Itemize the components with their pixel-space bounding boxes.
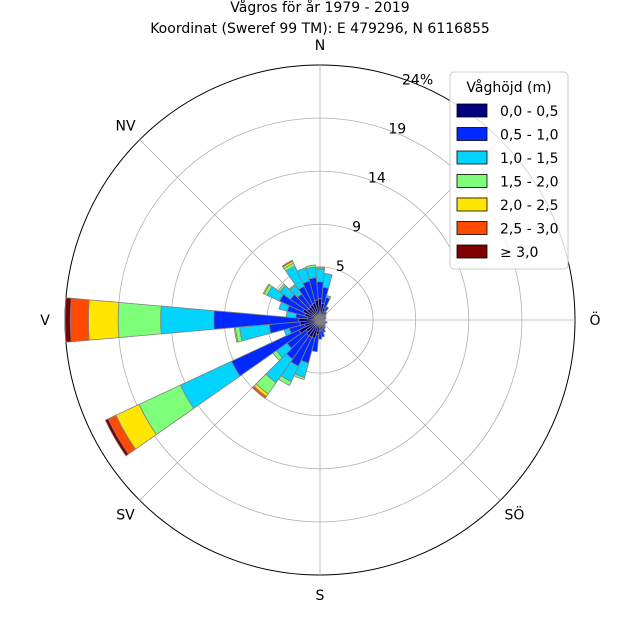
direction-label: SV	[116, 507, 135, 523]
legend-label: 1,5 - 2,0	[500, 175, 558, 191]
ring-label: 24%	[402, 72, 433, 88]
rose-bar-segment	[305, 264, 316, 270]
legend-swatch	[456, 127, 488, 141]
rose-bar-segment	[323, 311, 328, 317]
chart-title: Vågros för år 1979 - 2019	[230, 0, 409, 16]
rose-bar-segment	[322, 272, 333, 289]
legend-label: 2,0 - 2,5	[500, 198, 558, 214]
rose-bar-segment	[160, 305, 215, 335]
rose-bar-segment	[262, 283, 271, 295]
direction-label: V	[40, 313, 50, 329]
rose-bar-segment	[104, 418, 130, 457]
legend-swatch	[456, 150, 488, 165]
rose-bar-segment	[281, 259, 294, 268]
legend-frame	[449, 71, 569, 270]
rose-bar-segment	[323, 314, 327, 318]
legend-label: ≥ 3,0	[500, 245, 538, 261]
legend: Våghöjd (m) 0,0 - 0,5 0,5 - 1,0 1,0 - 1,5 1…	[449, 71, 569, 270]
direction-label: NV	[116, 119, 136, 135]
direction-label: Ö	[589, 311, 600, 329]
rose-bar-segment	[117, 301, 162, 339]
ring-label: 9	[352, 220, 361, 236]
legend-label: 0,5 - 1,0	[500, 128, 558, 144]
grid-spoke	[319, 319, 501, 501]
rose-bar-segment	[325, 294, 332, 300]
rose-bar-segment	[323, 320, 328, 324]
ring-label: 19	[388, 121, 406, 137]
direction-label: S	[316, 588, 325, 604]
legend-swatch	[456, 244, 488, 259]
legend-swatch	[456, 103, 488, 118]
ring-label: 5	[336, 259, 345, 275]
legend-swatch	[456, 197, 488, 212]
rose-bars	[64, 259, 333, 457]
rose-bar-segment	[69, 297, 90, 343]
legend-title: Våghöjd (m)	[466, 79, 551, 96]
ring-labels: 5 9 14 19 24%	[336, 72, 433, 275]
legend-items: 0,0 - 0,5 0,5 - 1,0 1,0 - 1,5 1,5 - 2,0 2,0 …	[456, 103, 558, 261]
chart-subtitle: Koordinat (Sweref 99 TM): E 479296, N 61…	[150, 21, 490, 37]
direction-label: N	[315, 38, 325, 54]
rose-bar-segment	[64, 297, 72, 343]
rose-bar-segment	[314, 266, 326, 269]
legend-swatch	[456, 174, 488, 188]
direction-labels: N NV V SV S SÖ Ö	[40, 38, 600, 604]
rose-bar-segment	[277, 283, 287, 293]
rose-bar-segment	[323, 305, 330, 313]
rose-bar-segment	[251, 385, 267, 399]
rose-bar-segment	[87, 299, 120, 341]
legend-label: 0,0 - 0,5	[500, 104, 558, 120]
ring-label: 14	[368, 171, 386, 187]
legend-label: 2,5 - 3,0	[500, 222, 558, 238]
direction-label: SÖ	[505, 505, 525, 523]
legend-swatch	[456, 221, 488, 235]
legend-label: 1,0 - 1,5	[500, 151, 558, 167]
